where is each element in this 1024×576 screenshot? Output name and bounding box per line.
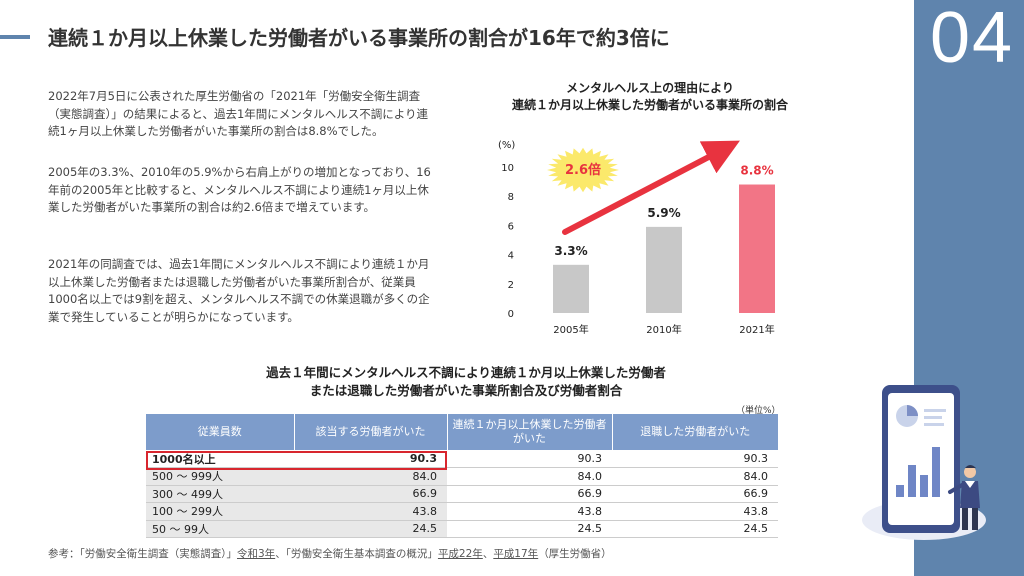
annotation-burst — [547, 147, 619, 193]
bar-value-label: 3.3% — [554, 244, 587, 258]
cell-any: 90.3 — [294, 450, 447, 468]
chart-title-line-2: 連続１か月以上休業した労働者がいる事業所の割合 — [511, 98, 788, 112]
cell-leave: 90.3 — [447, 450, 612, 468]
header-retired-worker: 退職した労働者がいた — [612, 414, 778, 450]
y-tick-label: 2 — [508, 280, 514, 291]
annotation-label: 2.6倍 — [565, 162, 601, 178]
cell-leave: 24.5 — [447, 520, 612, 538]
x-axis-ticks: 2005年 2010年 2021年 — [553, 323, 774, 336]
cell-category: 100 ～ 299人 — [146, 502, 294, 521]
slide-number: 04 — [930, 0, 1015, 78]
mini-bar-icon — [896, 485, 904, 497]
data-table: 従業員数 該当する労働者がいた 連続１か月以上休業した労働者がいた 退職した労働… — [146, 414, 778, 538]
header-any-worker: 該当する労働者がいた — [294, 414, 448, 450]
y-tick-label: 4 — [508, 251, 514, 262]
table-row: 300 ～ 499人 66.9 66.9 66.9 — [146, 485, 778, 503]
bar — [646, 226, 682, 313]
cell-category: 300 ～ 499人 — [146, 485, 294, 503]
highlight-box — [146, 451, 447, 470]
chart-title: メンタルヘルス上の理由により 連続１か月以上休業した労働者がいる事業所の割合 — [470, 80, 830, 114]
x-tick-label: 2005年 — [553, 323, 588, 336]
page-title: 連続１か月以上休業した労働者がいる事業所の割合が16年で約3倍に — [48, 26, 670, 50]
cell-any: 84.0 — [294, 467, 447, 486]
table-row: 50 ～ 99人 24.5 24.5 24.5 — [146, 520, 778, 538]
table-title: 過去１年間にメンタルヘルス不調により連続１か月以上休業した労働者 または退職した… — [146, 364, 786, 400]
body-paragraph-2: 2005年の3.3%、2010年の5.9%から右肩上がりの増加となっており、16… — [48, 165, 431, 214]
y-axis-label: (%) — [498, 140, 515, 151]
cell-retired: 84.0 — [612, 467, 778, 486]
cell-any: 24.5 — [294, 520, 447, 538]
bar-value-label: 8.8% — [740, 164, 773, 178]
reference-prefix: 参考：「労働安全衛生調査（実態調査）」 — [48, 548, 237, 560]
table-title-line-1: 過去１年間にメンタルヘルス不調により連続１か月以上休業した労働者 — [266, 365, 666, 380]
table-header-row: 従業員数 該当する労働者がいた 連続１か月以上休業した労働者がいた 退職した労働… — [146, 414, 778, 450]
cell-leave: 84.0 — [447, 467, 612, 486]
cell-retired: 66.9 — [612, 485, 778, 503]
y-tick-label: 10 — [501, 163, 514, 174]
cell-category: 500 ～ 999人 — [146, 467, 294, 486]
table-row: 1000名以上 90.3 90.3 90.3 — [146, 450, 778, 468]
x-tick-label: 2010年 — [646, 323, 681, 336]
cell-any: 66.9 — [294, 485, 447, 503]
cell-retired: 90.3 — [612, 450, 778, 468]
reference-link-h22[interactable]: 平成22年 — [437, 548, 483, 560]
value-labels: 3.3% 5.9% 8.8% — [554, 164, 773, 258]
chart-title-line-1: メンタルヘルス上の理由により — [566, 81, 734, 95]
bar-series — [553, 184, 775, 313]
business-illustration-icon — [862, 385, 986, 540]
table-unit: （単位%） — [736, 406, 781, 416]
mini-bar-icon — [932, 447, 940, 497]
reference-link-h17[interactable]: 平成17年 — [493, 548, 539, 560]
y-axis-ticks: 0 2 4 6 8 10 — [501, 163, 514, 320]
table-row: 500 ～ 999人 84.0 84.0 84.0 — [146, 467, 778, 486]
cell-retired: 24.5 — [612, 520, 778, 538]
title-accent-bar — [0, 35, 30, 39]
bar — [553, 264, 589, 313]
y-tick-label: 8 — [508, 192, 514, 203]
reference-sep: 、 — [482, 548, 494, 560]
x-tick-label: 2021年 — [739, 323, 774, 336]
cell-category: 1000名以上 — [146, 450, 294, 468]
mini-bar-icon — [920, 475, 928, 497]
table-title-line-2: または退職した労働者がいた事業所割合及び労働者割合 — [309, 383, 623, 398]
bar — [739, 184, 775, 313]
person-body-icon — [960, 481, 980, 508]
bar-chart: (%) 0 2 4 6 8 10 3.3% 5.9% 8.8% 2005年 2010年 2021年… — [498, 140, 775, 336]
person-head-icon — [964, 466, 976, 478]
reference-mid: 、「労働安全衛生基本調査の概況」 — [275, 548, 438, 560]
y-tick-label: 0 — [508, 309, 514, 320]
trend-arrow — [562, 140, 740, 235]
reference-link-r3[interactable]: 令和3年 — [237, 548, 276, 560]
cell-any: 43.8 — [294, 502, 447, 521]
mini-bar-icon — [908, 465, 916, 497]
y-tick-label: 6 — [508, 221, 514, 232]
cell-leave: 43.8 — [447, 502, 612, 521]
table-row: 100 ～ 299人 43.8 43.8 43.8 — [146, 502, 778, 521]
reference-note: 参考：「労働安全衛生調査（実態調査）」令和3年、「労働安全衛生基本調査の概況」平… — [48, 546, 612, 561]
cell-retired: 43.8 — [612, 502, 778, 521]
header-employees: 従業員数 — [146, 414, 295, 450]
reference-suffix: （厚生労働省） — [538, 548, 612, 560]
bar-value-label: 5.9% — [647, 206, 680, 220]
cell-leave: 66.9 — [447, 485, 612, 503]
cell-category: 50 ～ 99人 — [146, 520, 294, 538]
body-paragraph-3: 2021年の同調査では、過去1年間にメンタルヘルス不調により連続１か月以上休業し… — [48, 257, 430, 324]
pie-slice-icon — [907, 405, 918, 416]
body-paragraph-1: 2022年7月5日に公表された厚生労働省の「2021年「労働安全衛生調査（実態調… — [48, 89, 429, 138]
header-leave-worker: 連続１か月以上休業した労働者がいた — [447, 414, 613, 450]
